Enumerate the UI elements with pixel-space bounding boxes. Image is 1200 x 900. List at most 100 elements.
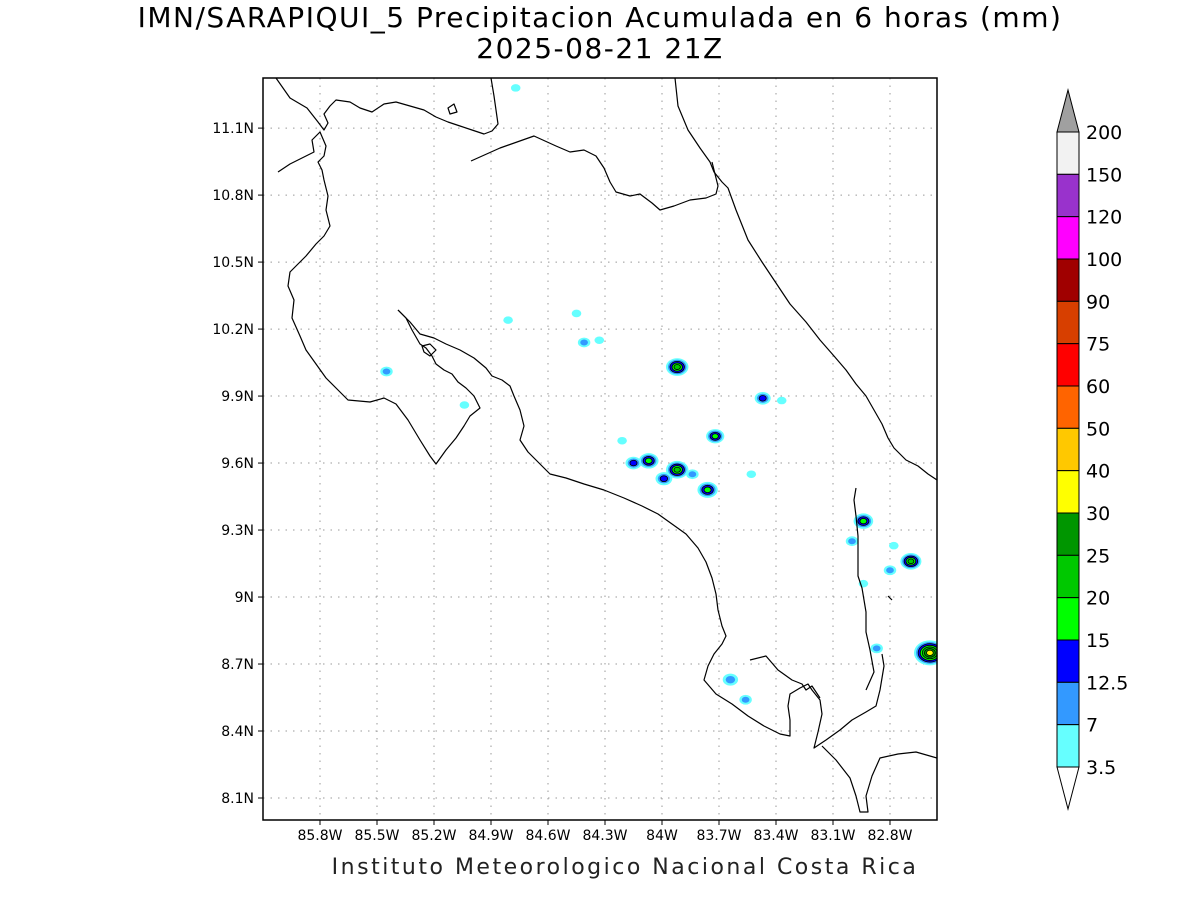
panama-border [853,487,875,691]
precip-contour [859,518,868,525]
legend-swatch [1056,597,1080,641]
island-north [447,103,458,115]
precip-contour [510,84,521,92]
precip-cell [942,658,952,666]
costa-rica-caribbean-coast [674,78,937,481]
legend-swatch [1056,554,1080,599]
lat-tick-label: 11.1N [212,121,254,137]
precip-cell [594,336,605,345]
panama-pacific-coast [821,745,937,813]
precip-cell [655,472,673,486]
lon-tick-label: 84.9W [468,828,513,844]
legend-over-arrow [1056,88,1080,133]
precip-cell [853,513,874,529]
lon-tick-label: 84.3W [582,828,627,844]
precip-cell [914,640,937,666]
legend-label: 12.5 [1086,672,1128,694]
precip-cell [686,469,699,480]
legend-label: 15 [1086,630,1110,652]
precip-contour [673,466,681,473]
precip-contour [711,433,719,440]
legend-label: 60 [1086,376,1110,398]
precip-cell [638,453,659,469]
legend-swatch [1056,724,1080,768]
precip-cell [722,673,739,686]
precip-contour [926,649,934,656]
legend-swatch [1056,258,1080,302]
precip-cell [754,391,771,405]
legend-label: 30 [1086,503,1110,525]
legend-label: 150 [1086,164,1122,186]
precip-cell [665,460,689,479]
legend-swatch [1056,470,1080,514]
legend-swatch [1056,385,1080,429]
precip-cell [510,84,521,92]
legend-label: 75 [1086,334,1110,356]
lon-tick-label: 82.8W [867,828,912,844]
lat-tick-label: 8.7N [221,657,254,673]
osa-gulf-shore [749,655,821,699]
legend-under-arrow [1056,766,1080,811]
precip-cell [706,429,725,444]
precip-cell [697,481,718,498]
lat-tick-label: 10.2N [212,322,254,338]
legend-swatch [1056,512,1080,556]
lat-tick-label: 9N [235,590,254,606]
precip-contour [758,395,767,402]
precip-contour [886,567,894,574]
precip-cell [617,436,627,445]
legend-swatch [1056,639,1080,683]
lat-tick-label: 8.1N [221,791,254,807]
precip-contour [503,316,513,324]
legend-swatch [1056,681,1080,726]
lon-tick-label: 85.2W [411,828,456,844]
precip-cell [870,643,883,654]
precip-contour [571,309,582,318]
legend-label: 100 [1086,249,1122,271]
lon-tick-label: 85.8W [297,828,342,844]
precip-cell [503,316,513,324]
precip-contour [907,558,915,565]
precip-contour [872,645,881,652]
precip-contour [594,336,605,345]
precip-contour [725,675,736,684]
precip-cell [380,366,393,377]
legend-swatch [1056,300,1080,345]
precip-cell [900,553,922,570]
precip-contour [644,457,653,464]
panama-caribbean-islands [887,595,893,601]
plot-background [263,78,937,820]
legend-swatch [1056,173,1080,218]
title-line-2: 2025-08-21 21Z [476,32,724,65]
precip-contour [776,396,787,405]
legend-label: 7 [1086,715,1098,737]
lake-nicaragua-south-shore [470,135,719,211]
legend-label: 25 [1086,545,1110,567]
precip-contour [848,538,856,545]
legend-swatch [1056,427,1080,472]
precipitation-cells [380,84,952,705]
legend-swatch [1056,216,1080,260]
pacific-gulf-coast [397,309,885,749]
precip-cell [746,470,757,478]
precip-contour [629,459,638,467]
precip-cell [883,565,897,576]
precip-cell [577,337,591,348]
legend-swatch [1056,343,1080,387]
credit-text: Instituto Meteorologico Nacional Costa R… [331,855,919,880]
lat-tick-label: 10.5N [212,255,254,271]
lon-tick-label: 83.7W [696,828,741,844]
lon-tick-label: 83.1W [810,828,855,844]
lon-tick-label: 85.5W [354,828,399,844]
precip-contour [889,541,899,550]
precip-cell [889,541,899,550]
legend-label: 50 [1086,418,1110,440]
legend-label: 120 [1086,207,1122,229]
precip-contour [703,486,712,494]
precip-contour [942,658,952,666]
precip-contour [617,436,627,445]
legend-label: 40 [1086,461,1110,483]
precip-contour [459,401,470,409]
precip-cell [845,536,859,547]
nicaragua-border [277,131,481,465]
